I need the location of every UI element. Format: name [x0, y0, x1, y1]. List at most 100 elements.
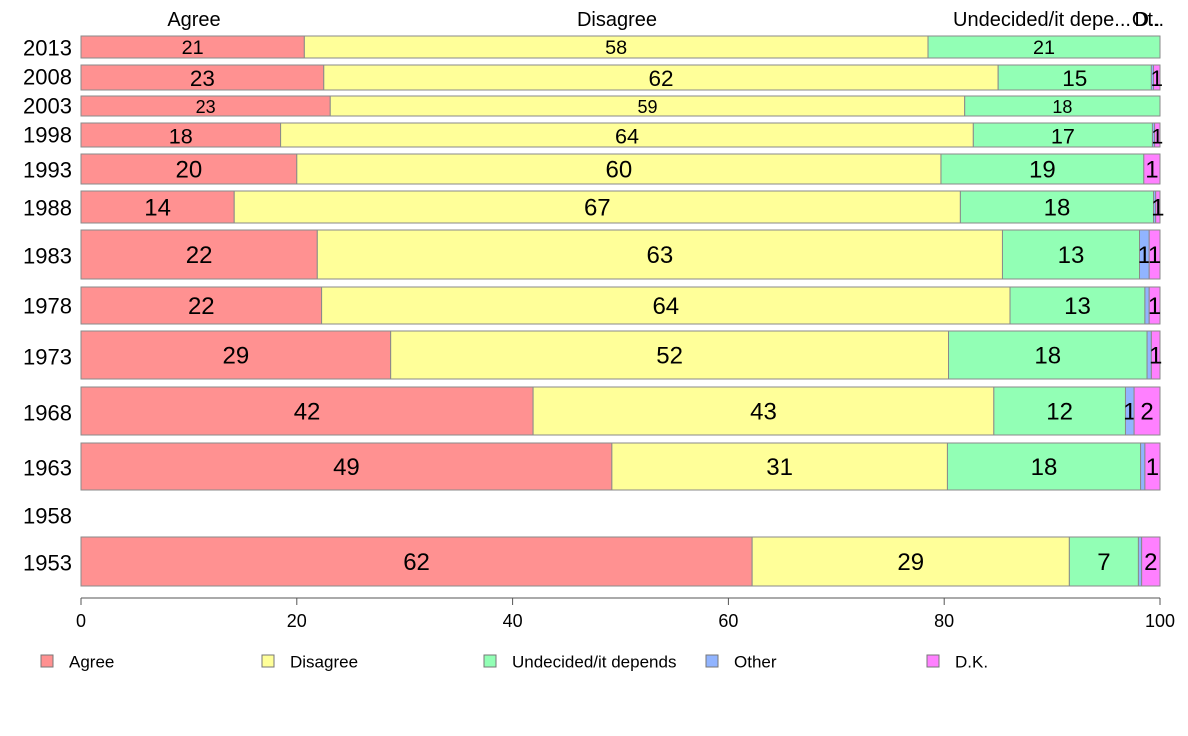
bar-segment	[80, 153, 298, 185]
bar-segment	[80, 286, 323, 325]
bar-segment	[927, 35, 1161, 59]
x-tick-label: 80	[934, 611, 954, 631]
bar-segment	[80, 190, 235, 224]
legend-label: Other	[734, 653, 777, 672]
bar-segment	[80, 442, 613, 491]
y-tick-label: 1968	[23, 401, 72, 426]
bar-segment	[323, 64, 999, 91]
legend-swatch	[40, 654, 54, 668]
bar-segment	[233, 190, 961, 224]
y-tick-label: 1978	[23, 294, 72, 319]
bar-value-label: 1	[1149, 343, 1162, 370]
bar-value-label: 1	[1145, 157, 1158, 184]
bar-value-label: 18	[1034, 343, 1061, 370]
bar-value-label: 7	[1097, 549, 1110, 576]
bar-value-label: 43	[750, 399, 777, 426]
legend-swatch	[261, 654, 275, 668]
bar-value-label: 49	[333, 454, 360, 481]
x-tick-label: 60	[718, 611, 738, 631]
bar-value-label: 18	[1044, 195, 1071, 222]
bar-segment	[940, 153, 1145, 185]
bar-value-label: 63	[647, 242, 674, 269]
bar-segment	[532, 386, 995, 436]
top-label: Disagree	[577, 9, 657, 31]
bar-value-label: 1	[1151, 66, 1164, 91]
y-tick-label: 1958	[23, 504, 72, 529]
bar-value-label: 14	[144, 195, 171, 222]
bar-value-label: 1	[1151, 124, 1163, 149]
y-tick-label: 1988	[23, 196, 72, 221]
bar-value-label: 1	[1138, 242, 1151, 269]
bar-segment	[1154, 122, 1161, 148]
bar-value-label: 22	[186, 242, 213, 269]
bar-value-label: 1	[1151, 195, 1164, 222]
bar-value-label: 64	[615, 124, 639, 149]
bar-value-label: 18	[169, 124, 193, 149]
bar-value-label: 59	[637, 97, 657, 117]
legend-label: Undecided/it depends	[512, 653, 676, 672]
bar-value-label: 22	[188, 293, 215, 320]
bar-value-label: 23	[196, 97, 216, 117]
bar-segment	[80, 122, 282, 148]
bar-value-label: 13	[1064, 293, 1091, 320]
bar-segment	[80, 229, 318, 280]
bar-value-label: 67	[584, 195, 611, 222]
bar-value-label: 18	[1031, 454, 1058, 481]
bar-segment	[1001, 229, 1140, 280]
y-tick-label: 1973	[23, 345, 72, 370]
bar-segment	[1140, 442, 1146, 491]
bar-segment	[611, 442, 948, 491]
bar-segment	[1141, 536, 1161, 587]
y-tick-label: 1983	[23, 244, 72, 269]
bar-value-label: 58	[605, 37, 627, 59]
bar-value-label: 2	[1140, 399, 1153, 426]
bar-value-label: 42	[294, 399, 321, 426]
bar-value-label: 1	[1146, 454, 1159, 481]
bar-segment	[959, 190, 1155, 224]
bar-segment	[946, 442, 1142, 491]
bar-value-label: 23	[190, 66, 215, 91]
bar-segment	[1143, 153, 1161, 185]
top-label: D..	[1134, 9, 1160, 31]
bar-value-label: 2	[1144, 549, 1157, 576]
legend-swatch	[705, 654, 719, 668]
bar-value-label: 13	[1058, 242, 1085, 269]
bar-segment	[751, 536, 1070, 587]
bar-segment	[1150, 330, 1161, 380]
legend-swatch	[926, 654, 940, 668]
bar-segment	[280, 122, 974, 148]
legend-label: Agree	[69, 653, 114, 672]
bar-segment	[948, 330, 1148, 380]
bar-segment	[972, 122, 1153, 148]
bar-segment	[80, 64, 325, 91]
bar-segment	[1009, 286, 1146, 325]
y-tick-label: 2013	[23, 36, 72, 61]
x-tick-label: 40	[503, 611, 523, 631]
bar-value-label: 31	[766, 454, 793, 481]
top-label: Undecided/it depe...	[953, 9, 1131, 31]
bar-value-label: 21	[1033, 37, 1055, 59]
bar-value-label: 64	[652, 293, 679, 320]
y-tick-label: 1993	[23, 158, 72, 183]
bar-value-label: 1	[1123, 399, 1136, 426]
y-tick-label: 1963	[23, 456, 72, 481]
x-tick-label: 100	[1145, 611, 1175, 631]
bar-value-label: 12	[1046, 399, 1073, 426]
x-tick-label: 20	[287, 611, 307, 631]
y-tick-label: 1998	[23, 123, 72, 148]
bar-value-label: 21	[182, 37, 204, 59]
bar-value-label: 29	[222, 343, 249, 370]
bar-segment	[321, 286, 1011, 325]
y-tick-label: 1953	[23, 551, 72, 576]
bar-segment	[1133, 386, 1161, 436]
bar-segment	[1155, 190, 1161, 224]
bar-value-label: 29	[897, 549, 924, 576]
bar-segment	[80, 386, 534, 436]
legend-label: D.K.	[955, 653, 988, 672]
bar-segment	[1148, 229, 1161, 280]
bar-value-label: 1	[1148, 242, 1161, 269]
legend-swatch	[483, 654, 497, 668]
y-tick-label: 2003	[23, 94, 72, 119]
bar-value-label: 60	[606, 157, 633, 184]
